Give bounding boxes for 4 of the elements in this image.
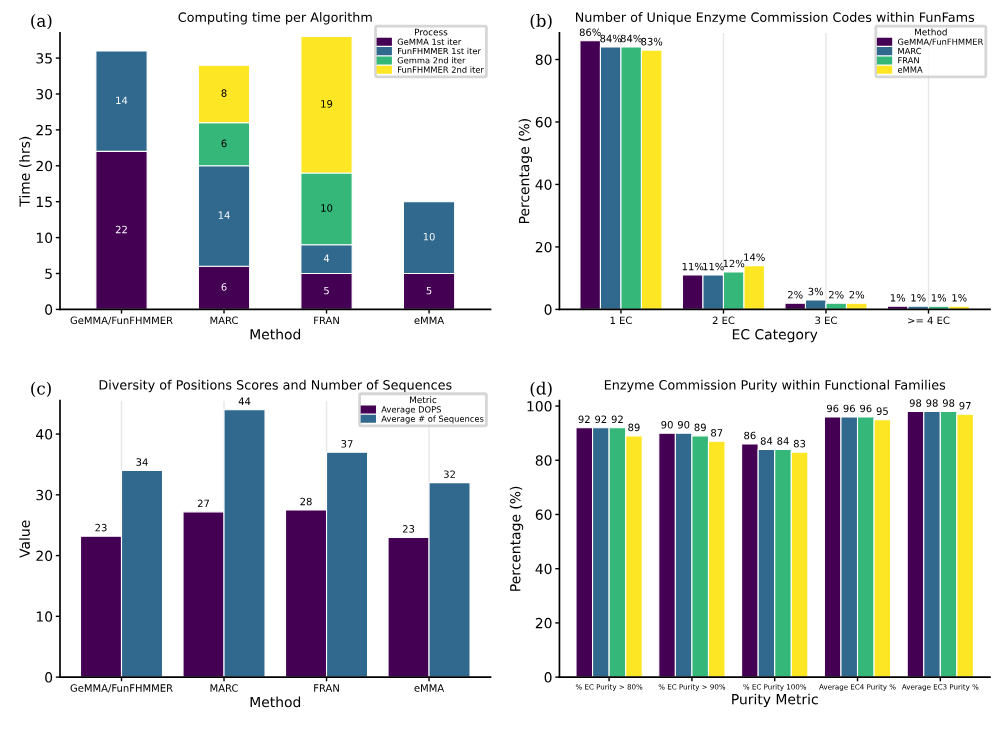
text: (d)	[530, 381, 552, 397]
text: (a)	[31, 14, 52, 30]
text: (b)	[530, 14, 552, 30]
text: (c)	[31, 381, 51, 397]
